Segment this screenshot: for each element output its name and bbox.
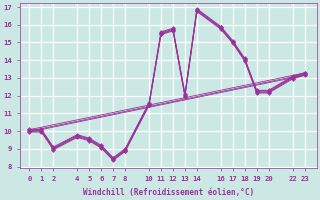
X-axis label: Windchill (Refroidissement éolien,°C): Windchill (Refroidissement éolien,°C) bbox=[83, 188, 254, 197]
